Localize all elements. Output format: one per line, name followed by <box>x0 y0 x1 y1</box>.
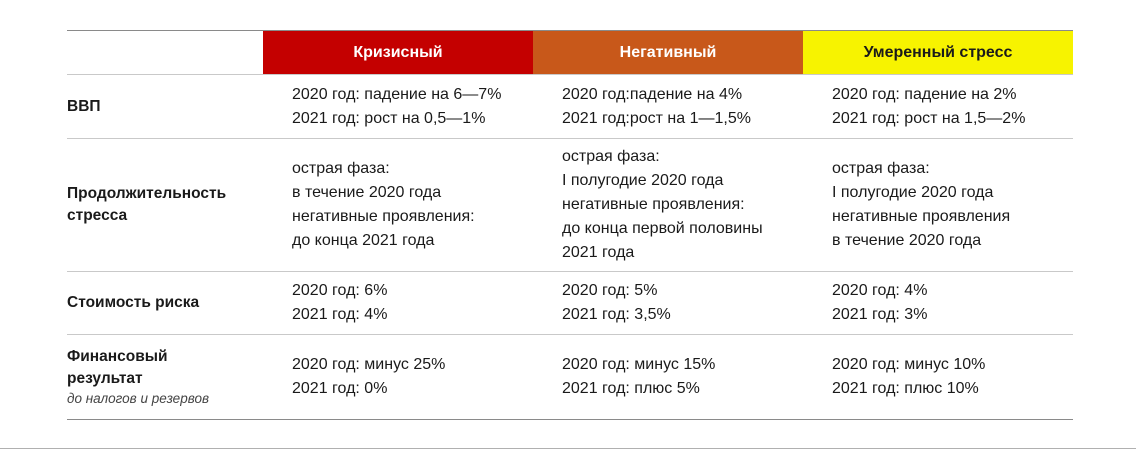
cell-line: негативные проявления: <box>562 196 745 213</box>
cell-line: 2020 год: 6% <box>292 282 388 299</box>
cell-line: 2021 год: плюс 10% <box>832 380 979 397</box>
row-financial-result: Финансовый результат до налогов и резерв… <box>67 334 1073 420</box>
column-header-moderate: Умеренный стресс <box>803 31 1073 74</box>
cell-cor-negative: 2020 год: 5% 2021 год: 3,5% <box>533 272 803 334</box>
row-sublabel: до налогов и резервов <box>67 391 210 406</box>
cell-line: I полугодие 2020 года <box>562 172 724 189</box>
row-label-cost-of-risk: Стоимость риска <box>67 272 263 334</box>
header-row: Кризисный Негативный Умеренный стресс <box>67 31 1073 74</box>
cell-line: 2021 год: 3% <box>832 306 928 323</box>
cell-fin-crisis: 2020 год: минус 25% 2021 год: 0% <box>263 335 533 419</box>
cell-line: 2020 год: минус 15% <box>562 356 716 373</box>
cell-line: негативные проявления <box>832 208 1011 225</box>
cell-line: острая фаза: <box>292 160 390 177</box>
row-label-text: стресса <box>67 207 128 224</box>
cell-line: 2020 год:падение на 4% <box>562 85 743 103</box>
cell-line: 2021 год: рост на 1,5—2% <box>832 109 1026 127</box>
cell-gdp-crisis: 2020 год: падение на 6—7% 2021 год: рост… <box>263 75 533 138</box>
row-label-text: ВВП <box>67 97 101 115</box>
cell-line: 2020 год: падение на 2% <box>832 85 1017 103</box>
cell-duration-negative: острая фаза: I полугодие 2020 года негат… <box>533 139 803 271</box>
cell-duration-crisis: острая фаза: в течение 2020 года негатив… <box>263 139 533 271</box>
row-label-text: результат <box>67 370 143 387</box>
row-label-text: Продолжительность <box>67 185 227 202</box>
header-blank <box>67 31 263 74</box>
cell-line: 2021 года <box>562 244 635 261</box>
cell-cor-moderate: 2020 год: 4% 2021 год: 3% <box>803 272 1073 334</box>
row-label-financial-result: Финансовый результат до налогов и резерв… <box>67 335 263 419</box>
cell-line: 2020 год: минус 10% <box>832 356 986 373</box>
row-label-text: Финансовый <box>67 348 168 365</box>
bottom-divider <box>0 448 1136 449</box>
cell-line: 2021 год: 0% <box>292 380 388 397</box>
row-label-gdp: ВВП <box>67 75 263 138</box>
cell-gdp-moderate: 2020 год: падение на 2% 2021 год: рост н… <box>803 75 1073 138</box>
cell-gdp-negative: 2020 год:падение на 4% 2021 год:рост на … <box>533 75 803 138</box>
cell-line: 2020 год: падение на 6—7% <box>292 85 502 103</box>
row-label-text: Стоимость риска <box>67 294 200 311</box>
cell-line: 2021 год:рост на 1—1,5% <box>562 109 751 127</box>
row-label-stress-duration: Продолжительность стресса <box>67 139 263 271</box>
cell-line: 2020 год: минус 25% <box>292 356 446 373</box>
cell-fin-moderate: 2020 год: минус 10% 2021 год: плюс 10% <box>803 335 1073 419</box>
cell-fin-negative: 2020 год: минус 15% 2021 год: плюс 5% <box>533 335 803 419</box>
cell-line: до конца первой половины <box>562 220 763 237</box>
cell-line: 2020 год: 5% <box>562 282 658 299</box>
cell-line: 2021 год: 4% <box>292 306 388 323</box>
column-header-negative: Негативный <box>533 31 803 74</box>
row-gdp: ВВП 2020 год: падение на 6—7% 2021 год: … <box>67 74 1073 138</box>
cell-line: в течение 2020 года <box>832 232 982 249</box>
cell-cor-crisis: 2020 год: 6% 2021 год: 4% <box>263 272 533 334</box>
cell-line: 2021 год: рост на 0,5—1% <box>292 109 486 127</box>
cell-line: острая фаза: <box>562 148 660 165</box>
cell-line: до конца 2021 года <box>292 232 435 249</box>
stress-scenarios-table: Кризисный Негативный Умеренный стресс ВВ… <box>67 30 1073 420</box>
cell-line: 2021 год: плюс 5% <box>562 380 700 397</box>
cell-line: 2020 год: 4% <box>832 282 928 299</box>
cell-line: острая фаза: <box>832 160 930 177</box>
cell-line: в течение 2020 года <box>292 184 442 201</box>
row-cost-of-risk: Стоимость риска 2020 год: 6% 2021 год: 4… <box>67 271 1073 334</box>
column-header-crisis: Кризисный <box>263 31 533 74</box>
cell-line: I полугодие 2020 года <box>832 184 994 201</box>
cell-duration-moderate: острая фаза: I полугодие 2020 года негат… <box>803 139 1073 271</box>
cell-line: негативные проявления: <box>292 208 475 225</box>
cell-line: 2021 год: 3,5% <box>562 306 671 323</box>
row-stress-duration: Продолжительность стресса острая фаза: в… <box>67 138 1073 271</box>
